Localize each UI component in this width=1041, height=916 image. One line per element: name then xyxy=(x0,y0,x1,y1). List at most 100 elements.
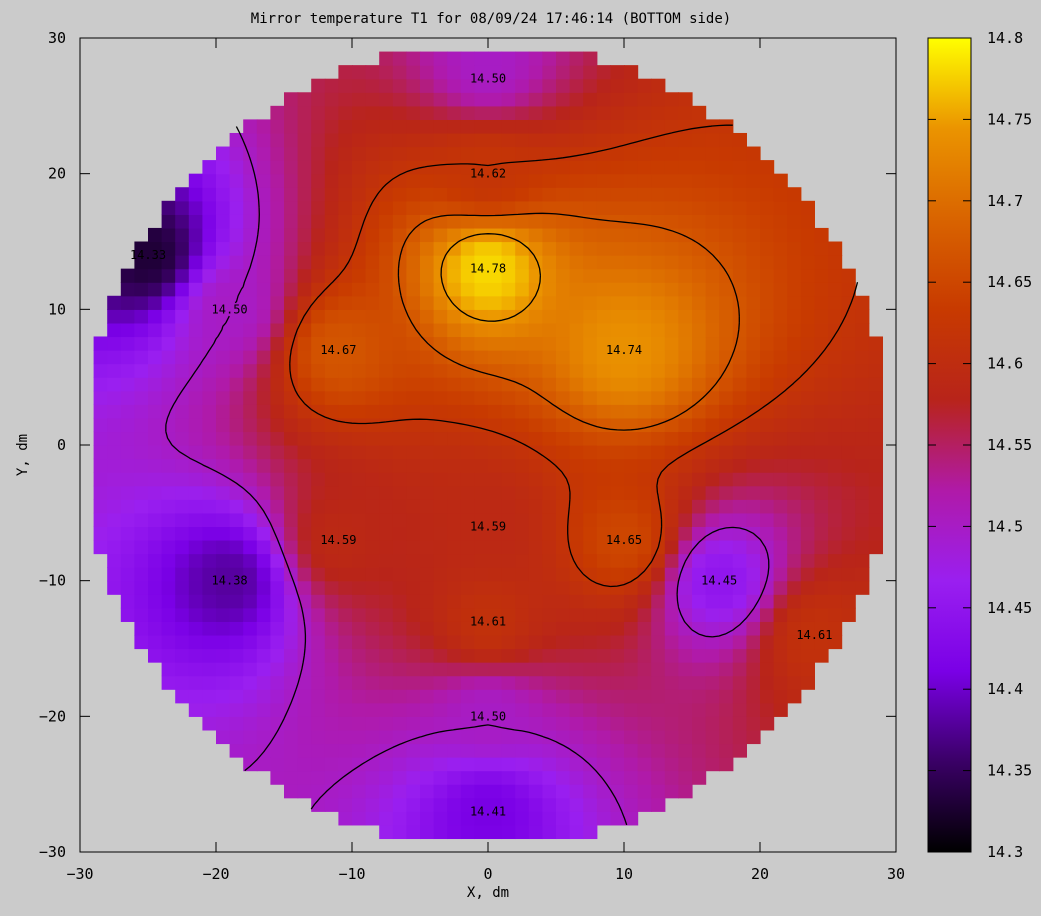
heat-cell xyxy=(338,580,353,595)
heat-cell xyxy=(488,173,503,188)
heat-cell xyxy=(447,607,462,622)
heat-cell xyxy=(746,322,761,338)
heat-cell xyxy=(583,512,598,527)
heat-cell xyxy=(365,716,380,731)
heat-cell xyxy=(624,743,639,758)
heat-cell xyxy=(732,255,747,270)
heat-cell xyxy=(800,322,815,338)
heat-cell xyxy=(746,675,761,690)
heat-cell xyxy=(297,363,312,378)
heat-cell xyxy=(583,404,598,419)
heat-cell xyxy=(855,499,870,514)
heat-cell xyxy=(433,363,448,378)
heat-cell xyxy=(447,702,462,717)
heat-cell xyxy=(773,662,788,677)
heat-cell xyxy=(148,377,163,392)
heat-cell xyxy=(841,404,856,419)
heat-cell xyxy=(828,268,843,283)
heat-cell xyxy=(583,662,598,677)
heat-cell xyxy=(229,404,244,419)
heat-cell xyxy=(270,322,285,338)
heat-cell xyxy=(773,404,788,419)
heat-cell xyxy=(515,824,530,840)
heat-cell xyxy=(787,390,802,405)
heat-cell xyxy=(270,241,285,256)
heat-cell xyxy=(624,146,639,161)
heat-cell xyxy=(161,594,176,609)
heat-cell xyxy=(556,132,571,148)
heat-cell xyxy=(651,336,666,351)
heat-cell xyxy=(732,485,747,500)
heat-cell xyxy=(515,797,530,812)
heat-cell xyxy=(420,784,435,799)
heat-cell xyxy=(664,363,679,378)
heat-cell xyxy=(352,729,367,745)
heat-cell xyxy=(542,431,557,446)
heat-cell xyxy=(324,526,339,541)
heat-cell xyxy=(284,336,299,351)
heat-cell xyxy=(460,675,475,690)
heat-cell xyxy=(175,241,190,256)
heat-cell xyxy=(365,363,380,378)
heat-cell xyxy=(596,350,611,365)
heat-cell xyxy=(692,282,707,297)
heat-cell xyxy=(637,729,652,745)
heat-cell xyxy=(229,648,244,663)
heat-cell xyxy=(732,417,747,433)
heat-cell xyxy=(148,458,163,473)
heat-cell xyxy=(270,607,285,622)
heat-cell xyxy=(148,580,163,595)
heat-cell xyxy=(216,526,231,541)
heat-cell xyxy=(447,499,462,514)
heat-cell xyxy=(542,689,557,704)
heat-cell xyxy=(678,580,693,595)
heat-cell xyxy=(678,743,693,758)
heat-cell xyxy=(406,336,421,351)
heat-cell xyxy=(406,146,421,161)
heat-cell xyxy=(841,350,856,365)
heat-cell xyxy=(664,607,679,622)
heat-cell xyxy=(352,132,367,148)
heat-cell xyxy=(515,92,530,107)
heat-cell xyxy=(352,431,367,446)
heat-cell xyxy=(161,621,176,636)
heat-cell xyxy=(637,241,652,256)
heat-cell xyxy=(624,187,639,202)
heat-cell xyxy=(188,445,203,460)
heat-cell xyxy=(324,214,339,229)
heat-cell xyxy=(651,431,666,446)
heat-cell xyxy=(433,214,448,229)
heat-cell xyxy=(773,526,788,541)
heat-cell xyxy=(392,390,407,405)
heat-cell xyxy=(352,539,367,555)
heat-cell xyxy=(460,458,475,473)
heat-cell xyxy=(610,594,625,609)
heat-cell xyxy=(569,51,584,66)
heat-cell xyxy=(229,594,244,609)
heat-cell xyxy=(474,499,489,514)
heat-cell xyxy=(392,363,407,378)
heat-cell xyxy=(773,187,788,202)
heat-cell xyxy=(161,634,176,650)
heat-cell xyxy=(637,634,652,650)
heat-cell xyxy=(692,539,707,555)
heat-cell xyxy=(692,499,707,514)
heat-cell xyxy=(352,770,367,785)
heat-cell xyxy=(828,567,843,582)
heat-cell xyxy=(175,567,190,582)
heat-cell xyxy=(528,241,543,256)
heat-cell xyxy=(719,526,734,541)
heat-cell xyxy=(175,472,190,487)
heat-cell xyxy=(392,417,407,433)
heat-cell xyxy=(841,594,856,609)
heat-cell xyxy=(161,458,176,473)
heat-cell xyxy=(678,716,693,731)
heat-cell xyxy=(719,214,734,229)
heat-cell xyxy=(392,173,407,188)
heat-cell xyxy=(270,580,285,595)
heat-cell xyxy=(202,390,217,405)
heat-cell xyxy=(828,255,843,270)
heat-cell xyxy=(256,322,271,338)
heat-cell xyxy=(270,295,285,310)
heat-cell xyxy=(596,634,611,650)
